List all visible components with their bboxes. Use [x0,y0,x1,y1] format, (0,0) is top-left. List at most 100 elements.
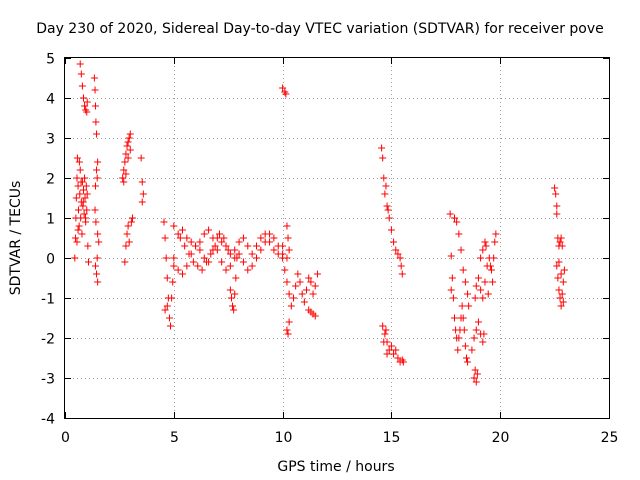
data-point [385,214,393,222]
data-point [468,346,476,354]
data-point [168,294,176,302]
y-tick-label: 4 [46,92,55,108]
data-point [74,226,82,234]
data-point [477,286,485,294]
data-point [479,294,487,302]
data-point [462,354,470,362]
data-point [93,130,101,138]
data-point [479,246,487,254]
data-point [283,222,291,230]
data-point [75,158,83,166]
data-point [311,282,319,290]
data-point [553,202,561,210]
data-point [196,238,204,246]
x-tick-label: 20 [492,430,510,446]
data-point [479,338,487,346]
data-point [472,282,480,290]
data-point [559,278,567,286]
data-point [390,238,398,246]
data-point [394,354,402,362]
data-point [381,190,389,198]
plot-frame [64,57,610,419]
data-point [266,230,274,238]
data-point [137,154,145,162]
data-point [94,278,102,286]
x-tick-label: 0 [61,430,70,446]
data-point [487,266,495,274]
data-point [457,246,465,254]
data-point [484,290,492,298]
data-point [455,230,463,238]
data-point [187,238,195,246]
data-point [555,258,563,266]
data-point [93,270,101,278]
data-point [480,330,488,338]
data-point [283,278,291,286]
data-point [90,74,98,82]
data-point [126,130,134,138]
data-point [557,234,565,242]
y-tick-label: 0 [46,252,55,268]
data-point [459,266,467,274]
data-point [555,286,563,294]
data-point [383,350,391,358]
data-point [379,322,387,330]
data-point [378,144,386,152]
y-tick-label: -2 [41,332,55,348]
data-point [481,278,489,286]
data-point [181,242,189,250]
data-point [231,246,239,254]
data-point [211,242,219,250]
axis-ticks [65,58,610,419]
data-point [220,234,228,242]
data-point [557,302,565,310]
y-tick-label: 5 [46,52,55,68]
data-point [451,314,459,322]
data-point [287,302,295,310]
data-point [121,158,129,166]
data-point [125,134,133,142]
data-point [381,330,389,338]
data-point [270,234,278,242]
data-point [281,266,289,274]
data-point [296,278,304,286]
data-point [489,278,497,286]
data-point [472,378,480,386]
data-point [123,230,131,238]
data-point [122,150,130,158]
data-point [163,274,171,282]
data-point [551,184,559,192]
data-point [471,366,479,374]
data-point [213,246,221,254]
data-point [284,330,292,338]
data-point [387,226,395,234]
data-point [390,350,398,358]
data-point [472,326,480,334]
data-point [248,250,256,258]
data-point [123,142,131,150]
data-point [303,286,311,294]
data-point [78,230,86,238]
data-point [124,138,132,146]
data-point [185,250,193,258]
data-point [289,294,297,302]
y-tick-label: 2 [46,172,55,188]
x-tick-label: 5 [170,430,179,446]
data-point [486,262,494,270]
data-point [91,102,99,110]
y-tick-labels: -4 -3 -2 -1 0 1 2 3 4 5 [41,52,55,428]
data-point [165,314,173,322]
data-point [557,270,565,278]
data-point [447,252,455,260]
data-point [458,302,466,310]
data-point [447,286,455,294]
data-point [205,226,213,234]
x-tick-label: 25 [601,430,619,446]
data-point [474,318,482,326]
data-point [294,270,302,278]
data-point [552,190,560,198]
data-point [558,290,566,298]
data-point [124,154,132,162]
data-point [454,346,462,354]
data-point [94,230,102,238]
